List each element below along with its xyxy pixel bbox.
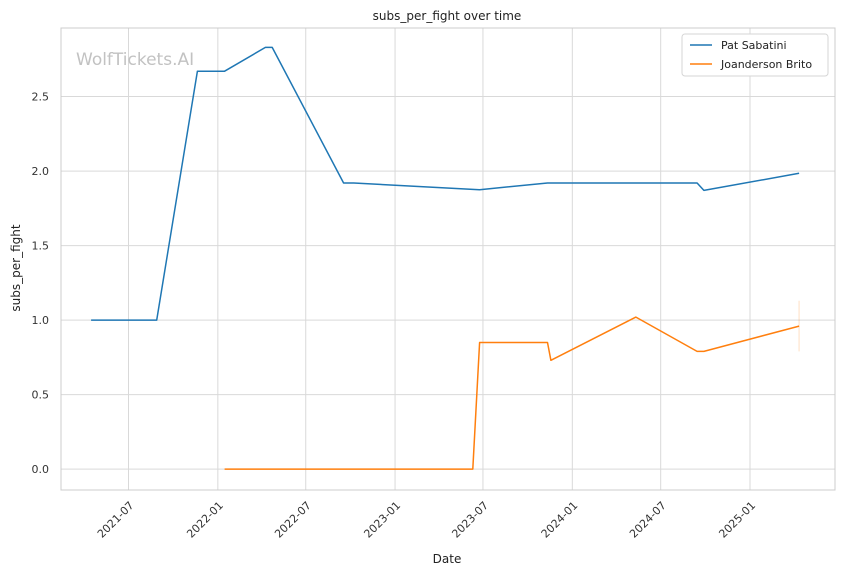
grid bbox=[61, 28, 835, 490]
x-axis-title: Date bbox=[433, 552, 462, 566]
series-line-1 bbox=[91, 46, 800, 321]
y-tick-label: 0.0 bbox=[32, 463, 50, 476]
series-line-2 bbox=[224, 316, 800, 470]
legend-box bbox=[681, 33, 829, 77]
legend: Pat Sabatini Joanderson Brito bbox=[681, 33, 829, 77]
y-tick-label: 0.5 bbox=[32, 389, 50, 402]
x-tick-label: 2022-01 bbox=[184, 499, 226, 541]
y-tick-label: 2.5 bbox=[32, 91, 50, 104]
plot-area-frame bbox=[60, 27, 836, 491]
y-axis-title: subs_per_fight bbox=[9, 224, 23, 311]
y-tick-label: 1.5 bbox=[32, 240, 50, 253]
watermark-text: WolfTickets.AI bbox=[76, 50, 194, 70]
x-tick-label: 2024-07 bbox=[627, 499, 669, 541]
x-tick-label: 2021-07 bbox=[95, 499, 137, 541]
legend-label: Joanderson Brito bbox=[720, 58, 812, 71]
legend-label: Pat Sabatini bbox=[721, 39, 787, 52]
y-tick-label: 2.0 bbox=[32, 165, 50, 178]
y-tick-label: 1.0 bbox=[32, 314, 50, 327]
x-tick-label: 2023-07 bbox=[449, 499, 491, 541]
x-tick-label: 2025-01 bbox=[716, 499, 758, 541]
chart-title: subs_per_fight over time bbox=[373, 9, 522, 23]
x-tick-label: 2022-07 bbox=[272, 499, 314, 541]
x-tick-label: 2024-01 bbox=[539, 499, 581, 541]
series-lines bbox=[91, 46, 800, 470]
x-tick-label: 2023-01 bbox=[361, 499, 403, 541]
